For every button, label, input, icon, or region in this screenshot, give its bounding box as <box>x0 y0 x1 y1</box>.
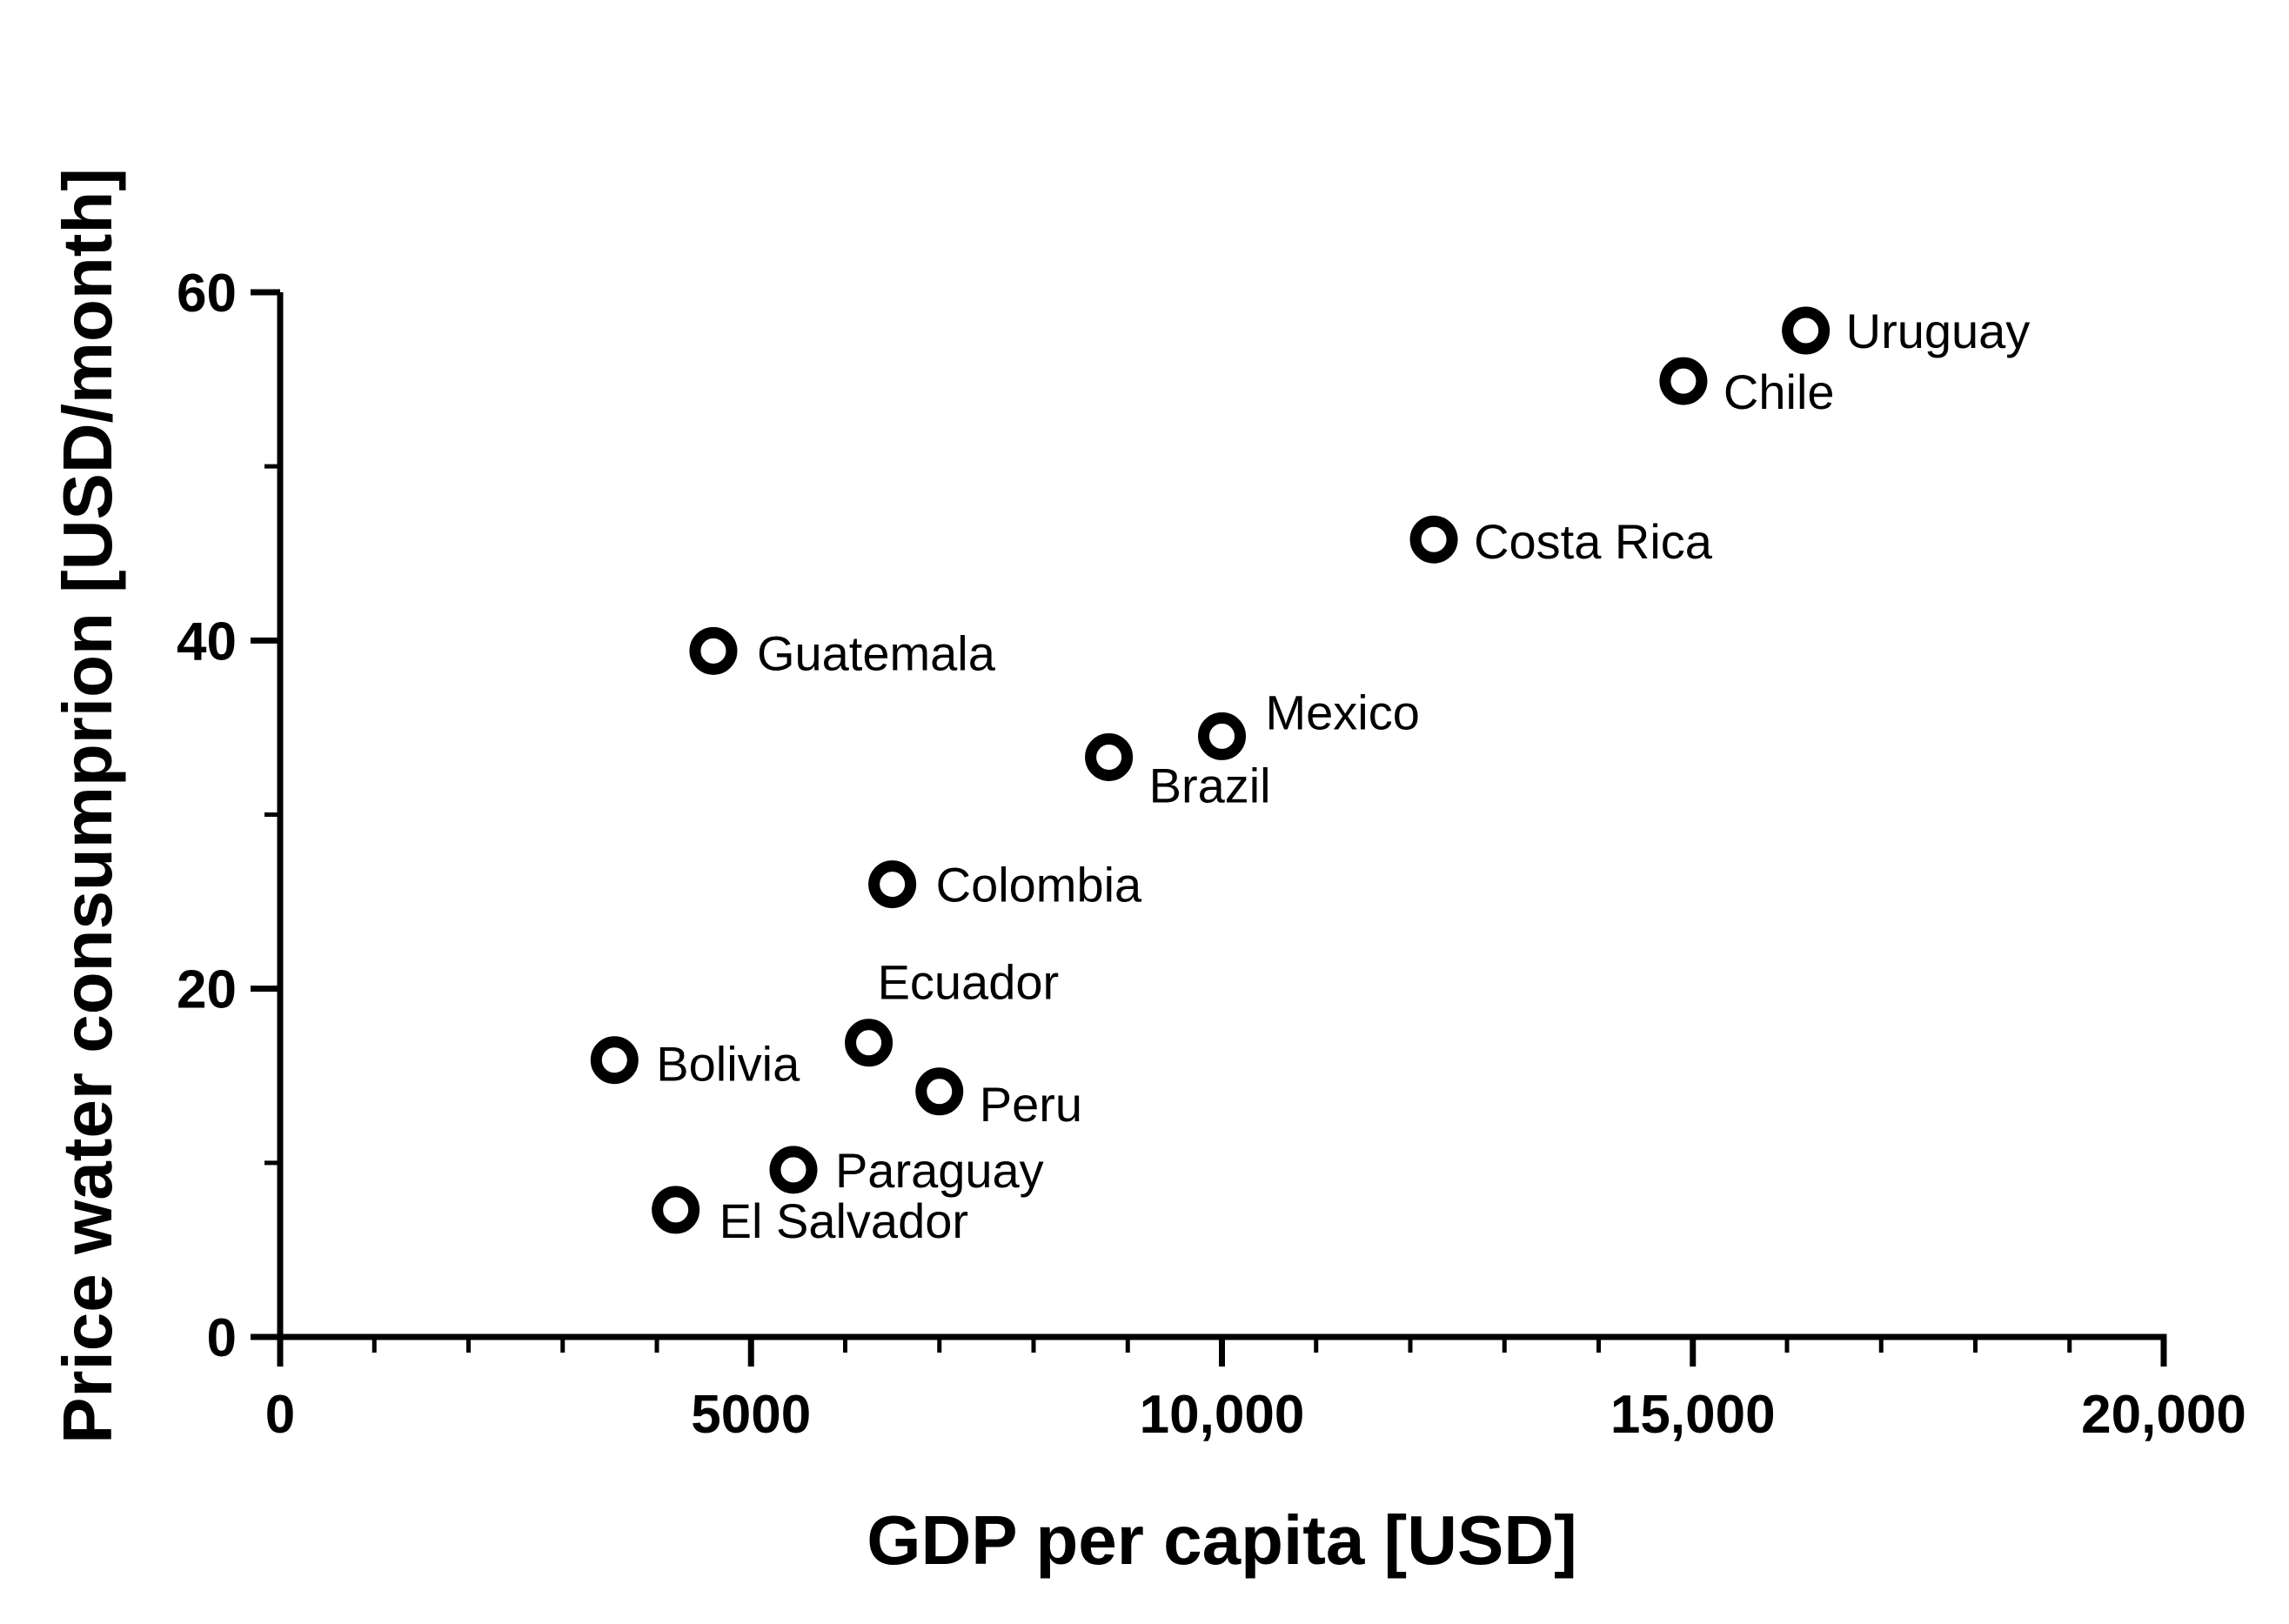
scatter-point <box>1782 306 1831 355</box>
y-tick-label: 40 <box>177 612 237 672</box>
x-tick-label: 20,000 <box>2081 1385 2246 1445</box>
x-tick-label: 10,000 <box>1140 1385 1305 1445</box>
scatter-point <box>652 1186 700 1234</box>
point-label: Guatemala <box>757 625 996 680</box>
x-tick-label: 5000 <box>691 1385 811 1445</box>
axes <box>277 292 2167 1340</box>
scatter-point <box>868 860 917 909</box>
x-axis-title: GDP per capita [USD] <box>867 1501 1576 1579</box>
x-tick-label: 0 <box>265 1385 295 1445</box>
scatter-point <box>845 1019 894 1067</box>
point-label: Ecuador <box>878 955 1060 1010</box>
y-tick-label: 60 <box>177 264 237 324</box>
y-tick-label: 20 <box>177 960 237 1020</box>
x-tick-label: 15,000 <box>1610 1385 1776 1445</box>
scatter-point <box>1409 515 1458 564</box>
point-label: Brazil <box>1149 758 1271 812</box>
scatter-point <box>1085 732 1134 781</box>
x-axis-ticks: 0 5000 10,000 15,000 20,000 <box>265 1337 2246 1445</box>
scatter-point <box>689 626 738 675</box>
y-tick-label: 0 <box>207 1308 237 1368</box>
scatter-point <box>1198 712 1246 760</box>
scatter-point <box>1659 357 1708 405</box>
point-label: Chile <box>1723 364 1835 419</box>
point-label: Paraguay <box>835 1143 1044 1198</box>
point-label: Bolivia <box>656 1037 800 1092</box>
point-label: Uruguay <box>1846 304 2031 358</box>
scatter-point <box>915 1067 964 1116</box>
point-label: Costa Rica <box>1474 514 1713 569</box>
y-axis-ticks: 0 20 40 60 <box>177 264 280 1368</box>
point-label: Colombia <box>936 858 1142 912</box>
scatter-point <box>590 1036 639 1085</box>
point-label: Mexico <box>1266 685 1420 739</box>
y-axis-title: Price water consumprion [USD/month] <box>49 168 126 1444</box>
point-label: El Salvador <box>719 1193 968 1248</box>
point-label: Peru <box>980 1077 1082 1132</box>
scatter-point <box>769 1146 818 1194</box>
